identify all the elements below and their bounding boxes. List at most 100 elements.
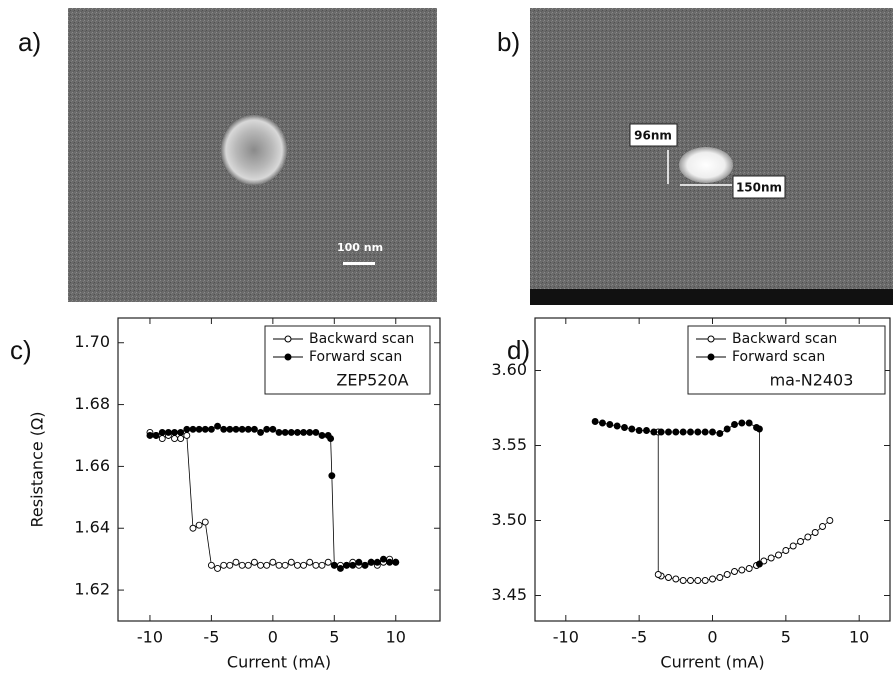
point [789, 542, 797, 550]
point [650, 428, 658, 436]
point [635, 427, 643, 434]
point [716, 430, 724, 437]
point [250, 425, 258, 433]
point [380, 555, 387, 563]
point [599, 419, 606, 427]
y-axis-label: Resistance (Ω) [28, 411, 47, 527]
x-tick-label: 0 [707, 628, 717, 647]
x-tick-label: -5 [203, 628, 219, 647]
point [158, 428, 166, 436]
point [654, 571, 662, 578]
x-axis-label: Current (mA) [660, 653, 764, 672]
point [158, 435, 166, 443]
point [709, 575, 716, 583]
point [195, 425, 203, 433]
point [745, 565, 753, 572]
point [312, 561, 320, 569]
point [244, 425, 252, 433]
point [183, 432, 191, 439]
point [195, 521, 203, 529]
info-bar [530, 289, 893, 305]
legend-label: Forward scan [309, 349, 402, 365]
legend-marker [707, 353, 715, 361]
point [621, 424, 628, 431]
point [782, 547, 790, 554]
point [355, 558, 363, 566]
height-label: 96nm [634, 129, 672, 143]
panel-label: b) [497, 27, 520, 57]
point [171, 435, 178, 443]
point [257, 428, 265, 436]
point [694, 577, 702, 584]
y-tick-label: 3.60 [491, 360, 527, 379]
point [318, 561, 326, 569]
point [819, 523, 826, 530]
particle [679, 147, 733, 183]
scale-bar-label: 100 nm [337, 241, 383, 254]
point [293, 561, 301, 569]
y-tick-label: 3.45 [491, 585, 527, 604]
label-box [732, 175, 786, 199]
point [152, 432, 160, 439]
point [591, 418, 599, 425]
point [281, 428, 289, 436]
annotation: ZEP520A [336, 371, 408, 390]
point [657, 428, 665, 436]
point [269, 558, 277, 566]
panel-label: d) [507, 335, 530, 365]
point [775, 551, 782, 559]
point [337, 564, 344, 572]
point [164, 428, 172, 436]
point [628, 425, 636, 433]
point [694, 428, 702, 436]
point [679, 577, 687, 584]
point [293, 428, 301, 436]
x-tick-label: 10 [849, 628, 869, 647]
point [287, 558, 295, 566]
point [643, 427, 650, 434]
legend-box [264, 325, 431, 395]
point [755, 425, 763, 433]
annotation: ma-N2403 [770, 371, 854, 390]
point [263, 425, 271, 433]
scale-bar [343, 262, 375, 265]
point [269, 425, 277, 433]
series-line [595, 421, 760, 564]
legend-label: Backward scan [309, 331, 414, 347]
x-tick-label: 5 [781, 628, 791, 647]
label-box [629, 123, 678, 147]
point [606, 421, 614, 428]
point [361, 561, 369, 569]
particle [221, 115, 287, 185]
point [328, 472, 336, 480]
y-tick-label: 1.70 [74, 332, 110, 351]
point [826, 517, 834, 524]
series-line [149, 425, 396, 569]
point [207, 561, 215, 569]
point [672, 575, 680, 583]
point [177, 428, 185, 436]
point [679, 428, 687, 436]
series-line [149, 432, 396, 569]
point [386, 558, 394, 566]
point [189, 524, 197, 532]
x-tick-label: -10 [553, 628, 579, 647]
x-tick-label: -10 [137, 628, 163, 647]
point [287, 428, 295, 436]
point [811, 529, 819, 536]
x-tick-label: 10 [386, 628, 406, 647]
point [723, 571, 731, 578]
point [804, 533, 812, 541]
x-tick-label: -5 [631, 628, 647, 647]
legend-box [687, 325, 886, 395]
point [220, 425, 228, 433]
point [312, 428, 320, 436]
point [392, 558, 400, 566]
x-tick-label: 0 [268, 628, 278, 647]
point [665, 574, 672, 581]
y-tick-label: 3.50 [491, 510, 527, 529]
point [731, 568, 738, 575]
point [745, 419, 753, 427]
point [214, 422, 221, 430]
